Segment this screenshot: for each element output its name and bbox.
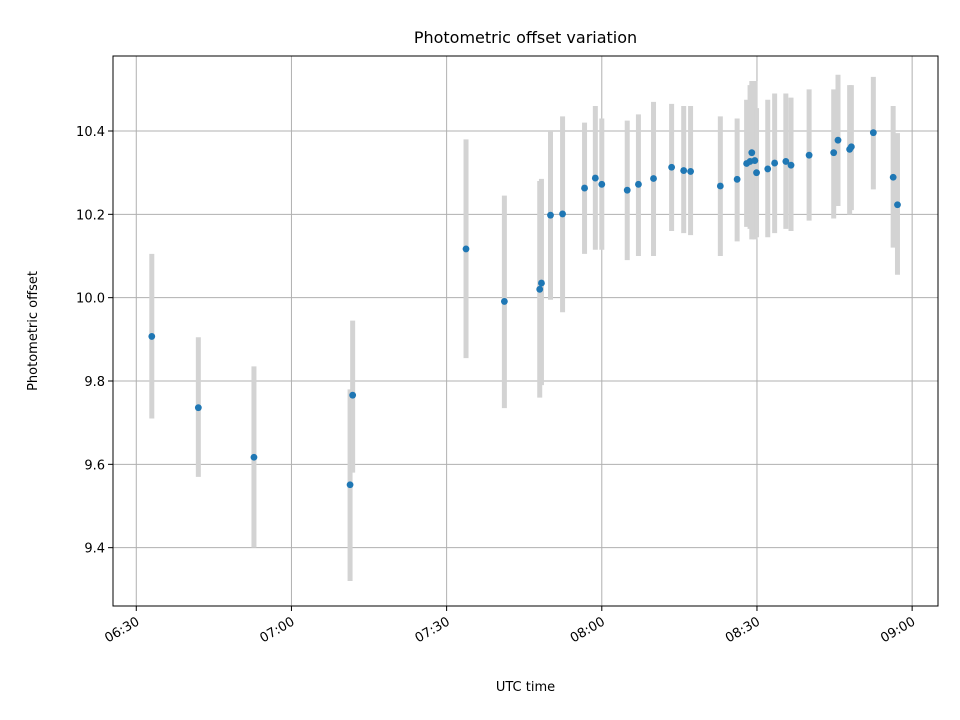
chart-title: Photometric offset variation	[414, 28, 637, 47]
data-point	[591, 174, 599, 182]
data-point	[635, 180, 642, 188]
x-tick-label: 08:30	[723, 614, 763, 646]
data-point	[764, 165, 772, 173]
data-point	[771, 159, 779, 167]
data-point	[782, 158, 790, 165]
data-point	[680, 167, 688, 174]
y-tick-label: 9.6	[84, 458, 105, 473]
data-point	[559, 210, 566, 218]
y-tick-label: 9.4	[84, 542, 105, 557]
data-point	[462, 245, 470, 253]
data-point	[598, 180, 606, 188]
data-point	[349, 391, 357, 399]
data-point	[889, 173, 897, 181]
data-point	[869, 129, 877, 137]
data-points	[148, 129, 901, 489]
data-point	[536, 285, 544, 293]
data-point	[753, 169, 760, 177]
data-point	[847, 143, 855, 151]
data-point	[716, 182, 724, 190]
data-point	[194, 404, 202, 412]
data-point	[748, 149, 756, 157]
x-tick-label: 07:30	[413, 614, 453, 646]
data-point	[787, 161, 795, 169]
error-bars	[149, 74, 900, 581]
y-axis-label: Photometric offset	[26, 271, 41, 391]
y-tick-label: 10.0	[76, 292, 105, 307]
data-point	[547, 211, 554, 219]
grid-lines	[113, 56, 938, 606]
y-tick-label: 9.8	[84, 375, 105, 390]
data-point	[346, 481, 354, 489]
data-point	[805, 151, 813, 159]
y-tick-label: 10.4	[76, 125, 105, 140]
x-axis-label: UTC time	[496, 680, 555, 695]
data-point	[830, 149, 838, 157]
data-point	[751, 157, 759, 164]
data-point	[894, 201, 901, 209]
data-point	[834, 136, 842, 144]
plot-frame	[112, 55, 939, 607]
data-point	[668, 163, 676, 171]
data-point	[500, 298, 508, 305]
data-point	[250, 453, 258, 461]
y-tick-label: 10.2	[76, 208, 105, 223]
x-tick-label: 07:00	[257, 614, 297, 646]
data-point	[687, 168, 694, 175]
x-tick-label: 09:00	[878, 614, 918, 646]
x-tick-label: 06:30	[102, 614, 142, 646]
x-tick-label: 08:00	[568, 614, 608, 646]
axis-ticks: 06:30 07:00 07:30 08:00 08:30 09:00 9.4 9.6 9.8 1…	[76, 125, 918, 646]
data-point	[148, 333, 156, 340]
data-point	[581, 184, 588, 192]
data-point	[538, 279, 545, 287]
data-point	[623, 186, 631, 194]
data-point	[733, 175, 741, 183]
data-point	[650, 175, 657, 182]
